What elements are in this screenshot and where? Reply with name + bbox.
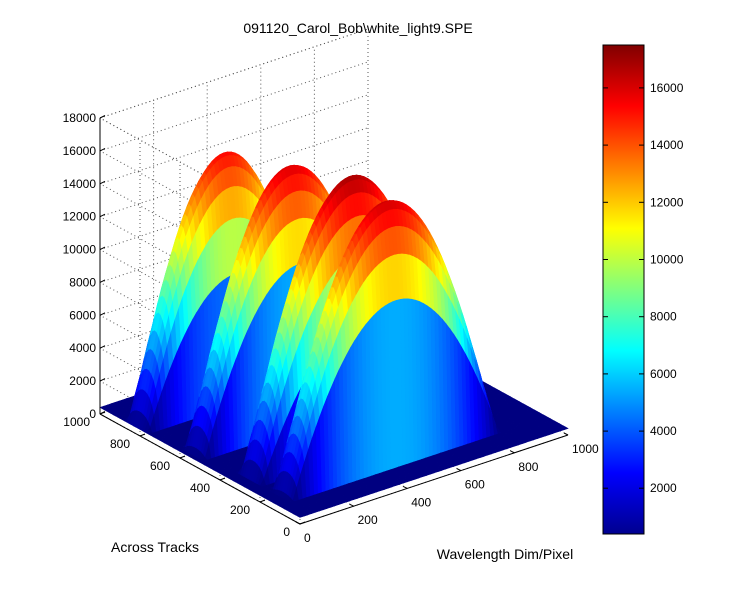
chart-title: 091120_Carol_Bob\white_light9.SPE (243, 20, 472, 36)
x-gridline (153, 100, 354, 507)
surface-plot (99, 151, 569, 518)
y-gridline (139, 140, 409, 437)
